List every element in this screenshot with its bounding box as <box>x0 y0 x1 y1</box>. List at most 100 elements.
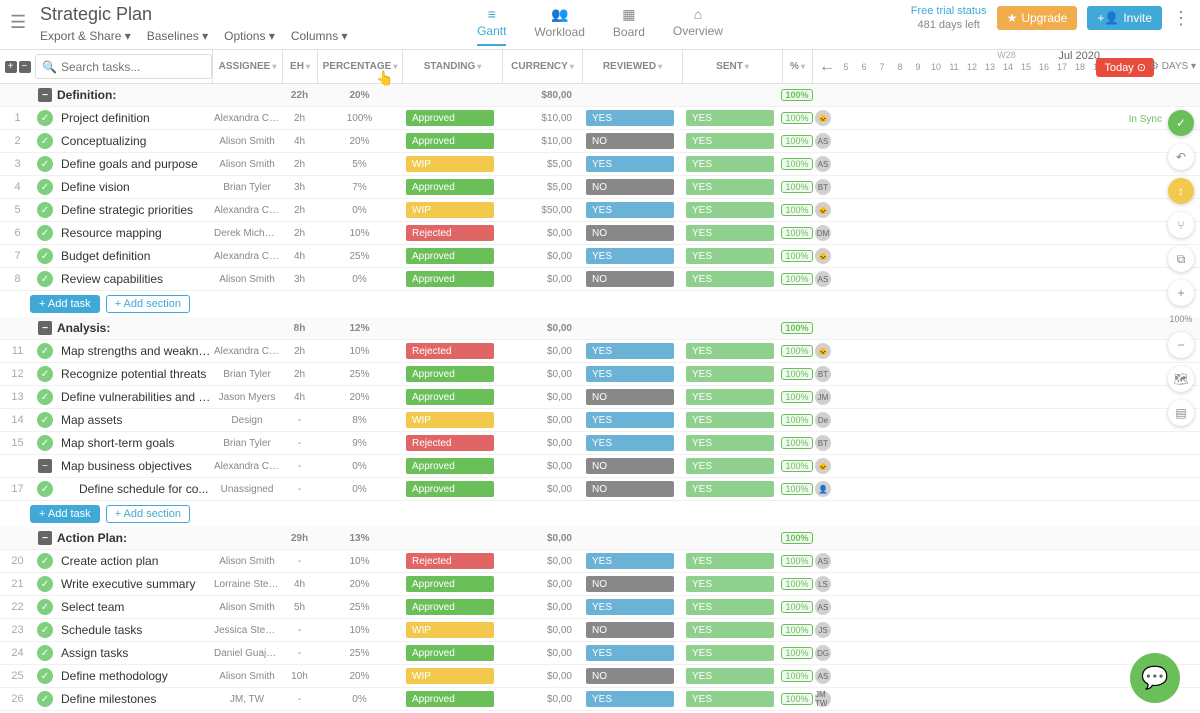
task-row[interactable]: 8 ✓ Review capabilities Alison Smith 3h … <box>0 268 1200 291</box>
task-assignee[interactable]: Alison Smith <box>212 556 282 567</box>
task-assignee[interactable]: Derek Michaels <box>212 228 282 239</box>
sent-badge[interactable]: YES <box>686 691 774 707</box>
sent-badge[interactable]: YES <box>686 412 774 428</box>
reviewed-badge[interactable]: YES <box>586 110 674 126</box>
reviewed-badge[interactable]: NO <box>586 668 674 684</box>
task-name[interactable]: Schedule tasks <box>55 623 212 637</box>
collapse-icon[interactable]: − <box>38 531 52 545</box>
col-currency[interactable]: CURRENCY▾ <box>502 50 582 83</box>
sent-badge[interactable]: YES <box>686 343 774 359</box>
task-row[interactable]: − Map business objectives Alexandra Cuar… <box>0 455 1200 478</box>
task-row[interactable]: 7 ✓ Budget definition Alexandra Cuart...… <box>0 245 1200 268</box>
tab-overview[interactable]: ⌂Overview <box>673 6 723 46</box>
check-icon[interactable]: ✓ <box>37 133 53 149</box>
check-icon[interactable]: ✓ <box>37 645 53 661</box>
col-sent[interactable]: SENT▾ <box>682 50 782 83</box>
reviewed-badge[interactable]: NO <box>586 622 674 638</box>
task-name[interactable]: Map assets <box>55 413 212 427</box>
task-row[interactable]: 2 ✓ Conceptualizing Alison Smith 4h 20% … <box>0 130 1200 153</box>
task-assignee[interactable]: Alexandra Cuart... <box>212 113 282 124</box>
standing-badge[interactable]: Approved <box>406 691 494 707</box>
task-name[interactable]: Define goals and purpose <box>55 157 212 171</box>
task-row[interactable]: 24 ✓ Assign tasks Daniel Guajardo - 25% … <box>0 642 1200 665</box>
task-name[interactable]: Define milestones <box>55 692 212 706</box>
task-row[interactable]: 17 ✓ Define schedule for co... Unassigne… <box>0 478 1200 501</box>
col-eh[interactable]: EH▾ <box>282 50 317 83</box>
task-assignee[interactable]: Design <box>212 415 282 426</box>
standing-badge[interactable]: Approved <box>406 481 494 497</box>
task-row[interactable]: 25 ✓ Define methodology Alison Smith 10h… <box>0 665 1200 688</box>
check-icon[interactable]: ✓ <box>37 225 53 241</box>
task-assignee[interactable]: Lorraine Stevens <box>212 579 282 590</box>
avatar[interactable]: DG <box>815 645 831 661</box>
avatar[interactable]: LS <box>815 576 831 592</box>
standing-badge[interactable]: Approved <box>406 366 494 382</box>
task-row[interactable]: 23 ✓ Schedule tasks Jessica Stevens - 10… <box>0 619 1200 642</box>
sent-badge[interactable]: YES <box>686 622 774 638</box>
col-pct[interactable]: %▾ <box>782 50 812 83</box>
avatar[interactable]: AS <box>815 133 831 149</box>
col-assignee[interactable]: ASSIGNEE▾ <box>212 50 282 83</box>
avatar[interactable]: BT <box>815 366 831 382</box>
reviewed-badge[interactable]: YES <box>586 645 674 661</box>
reviewed-badge[interactable]: NO <box>586 389 674 405</box>
sent-badge[interactable]: YES <box>686 133 774 149</box>
task-name[interactable]: Define vulnerabilities and ri... <box>55 390 212 404</box>
col-standing[interactable]: STANDING▾ <box>402 50 502 83</box>
check-icon[interactable]: ✓ <box>37 668 53 684</box>
avatar[interactable]: DM <box>815 225 831 241</box>
sent-badge[interactable]: YES <box>686 458 774 474</box>
sent-badge[interactable]: YES <box>686 202 774 218</box>
task-row[interactable]: 14 ✓ Map assets Design - 8% WIP $0,00 YE… <box>0 409 1200 432</box>
section-row[interactable]: − Definition: 22h 20% $80,00 100% <box>0 84 1200 107</box>
standing-badge[interactable]: Approved <box>406 133 494 149</box>
task-assignee[interactable]: Alexandra Cuart... <box>212 251 282 262</box>
standing-badge[interactable]: Approved <box>406 248 494 264</box>
task-assignee[interactable]: Brian Tyler <box>212 369 282 380</box>
standing-badge[interactable]: Approved <box>406 389 494 405</box>
check-icon[interactable]: ✓ <box>37 412 53 428</box>
sent-badge[interactable]: YES <box>686 576 774 592</box>
map-icon[interactable]: 🗺 <box>1168 366 1194 392</box>
task-name[interactable]: Recognize potential threats <box>55 367 212 381</box>
avatar[interactable]: AS <box>815 271 831 287</box>
standing-badge[interactable]: Approved <box>406 110 494 126</box>
section-row[interactable]: − Action Plan: 29h 13% $0,00 100% <box>0 527 1200 550</box>
branch-icon[interactable]: ⑂ <box>1168 212 1194 238</box>
standing-badge[interactable]: Rejected <box>406 553 494 569</box>
reviewed-badge[interactable]: YES <box>586 599 674 615</box>
standing-badge[interactable]: WIP <box>406 668 494 684</box>
sent-badge[interactable]: YES <box>686 248 774 264</box>
sent-badge[interactable]: YES <box>686 110 774 126</box>
task-row[interactable]: 21 ✓ Write executive summary Lorraine St… <box>0 573 1200 596</box>
task-row[interactable]: 11 ✓ Map strengths and weaknes... Alexan… <box>0 340 1200 363</box>
search-input[interactable]: 🔍 <box>35 54 212 79</box>
task-assignee[interactable]: Daniel Guajardo <box>212 648 282 659</box>
task-name[interactable]: Budget definition <box>55 249 212 263</box>
avatar[interactable]: AS <box>815 599 831 615</box>
task-assignee[interactable]: Alexandra Cuart... <box>212 205 282 216</box>
add-section-button[interactable]: + Add section <box>106 295 190 313</box>
standing-badge[interactable]: WIP <box>406 622 494 638</box>
section-row[interactable]: − Analysis: 8h 12% $0,00 100% <box>0 317 1200 340</box>
sent-badge[interactable]: YES <box>686 366 774 382</box>
standing-badge[interactable]: Rejected <box>406 435 494 451</box>
task-assignee[interactable]: Brian Tyler <box>212 438 282 449</box>
col-reviewed[interactable]: REVIEWED▾ <box>582 50 682 83</box>
task-row[interactable]: 1 ✓ Project definition Alexandra Cuart..… <box>0 107 1200 130</box>
task-name[interactable]: Define schedule for co... <box>55 482 212 496</box>
task-name[interactable]: Define vision <box>55 180 212 194</box>
zoom-in-icon[interactable]: + <box>1168 280 1194 306</box>
check-icon[interactable]: ✓ <box>37 389 53 405</box>
baselines-menu[interactable]: Baselines ▾ <box>147 29 208 43</box>
check-icon[interactable]: ✓ <box>37 202 53 218</box>
sent-badge[interactable]: YES <box>686 435 774 451</box>
menu-icon[interactable]: ☰ <box>10 0 30 33</box>
check-icon[interactable]: ✓ <box>37 248 53 264</box>
task-name[interactable]: Map short-term goals <box>55 436 212 450</box>
task-row[interactable]: 22 ✓ Select team Alison Smith 5h 25% App… <box>0 596 1200 619</box>
task-name[interactable]: Conceptualizing <box>55 134 212 148</box>
task-row[interactable]: 4 ✓ Define vision Brian Tyler 3h 7% Appr… <box>0 176 1200 199</box>
reviewed-badge[interactable]: YES <box>586 343 674 359</box>
columns-menu[interactable]: Columns ▾ <box>291 29 348 43</box>
